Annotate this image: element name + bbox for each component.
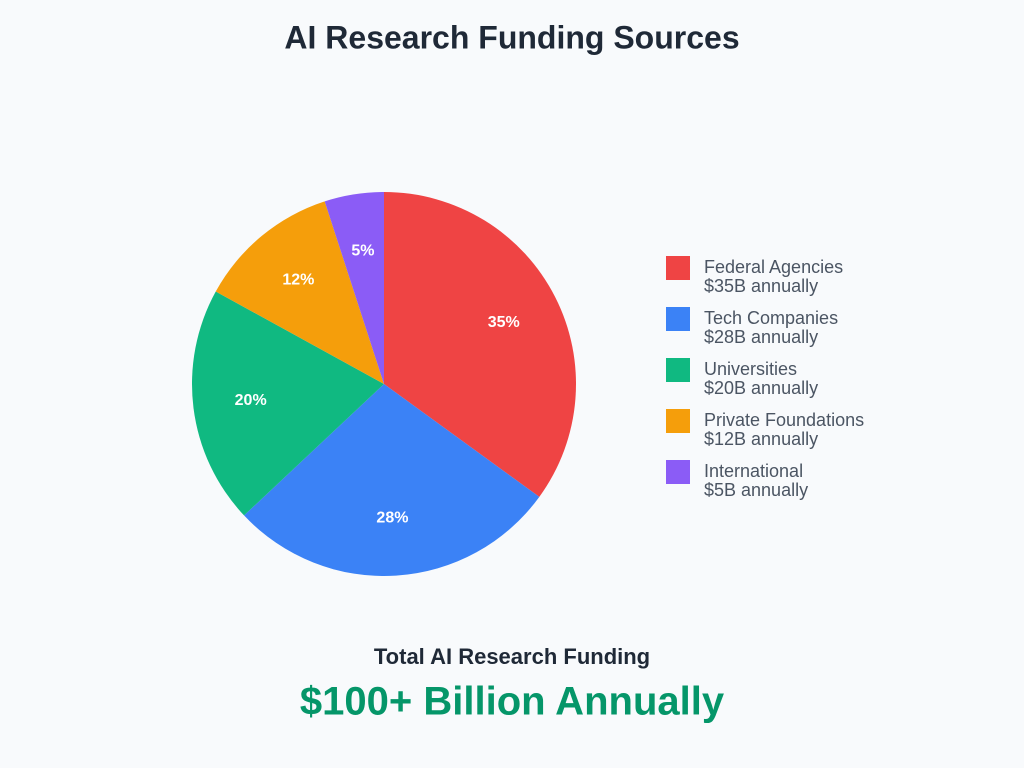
footer-total: $100+ Billion Annually <box>300 680 725 724</box>
slice-label: 35% <box>488 314 520 331</box>
legend-detail: $28B annually <box>704 327 818 347</box>
legend-swatch <box>666 307 690 331</box>
legend-swatch <box>666 256 690 280</box>
legend-swatch <box>666 409 690 433</box>
legend-label: Private Foundations <box>704 410 864 430</box>
legend-label: Federal Agencies <box>704 257 843 277</box>
slice-label: 20% <box>235 392 267 409</box>
slice-label: 12% <box>282 272 314 289</box>
slice-label: 5% <box>351 242 374 259</box>
pie-slice <box>384 192 576 497</box>
legend-label: Tech Companies <box>704 308 838 328</box>
legend: Federal Agencies$35B annually Tech Compan… <box>666 256 864 500</box>
legend-swatch <box>666 460 690 484</box>
legend-label: Universities <box>704 359 797 379</box>
slice-label: 28% <box>376 509 408 526</box>
legend-detail: $5B annually <box>704 480 808 500</box>
footer-caption: Total AI Research Funding <box>374 644 650 669</box>
pie: 35% 28% 20% 12% 5% <box>191 192 576 576</box>
legend-detail: $20B annually <box>704 378 818 398</box>
pie-slice <box>244 384 540 576</box>
pie-slice <box>215 201 384 384</box>
legend-detail: $12B annually <box>704 429 818 449</box>
pie-slice <box>324 192 384 384</box>
pie-slice <box>191 291 384 516</box>
legend-label: International <box>704 461 803 481</box>
legend-detail: $35B annually <box>704 276 818 296</box>
chart-title: AI Research Funding Sources <box>284 19 739 55</box>
legend-swatch <box>666 358 690 382</box>
